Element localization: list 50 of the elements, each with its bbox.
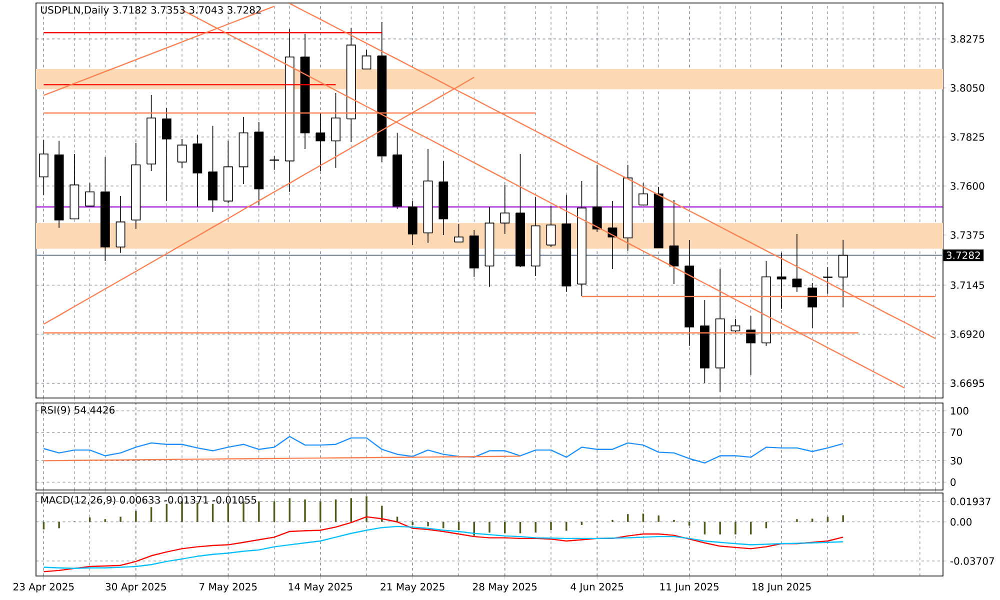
x-tick-label: 28 May 2025 bbox=[473, 582, 537, 592]
chart-title: RSI(9) 54.4426 bbox=[41, 406, 115, 415]
candlestick bbox=[822, 266, 832, 294]
x-tick-label: 21 May 2025 bbox=[380, 582, 444, 592]
candlestick bbox=[500, 184, 510, 234]
x-tick-label: 18 Jun 2025 bbox=[752, 582, 811, 592]
candlestick bbox=[454, 224, 464, 242]
candlestick bbox=[316, 112, 326, 172]
y-tick-label: 3.8275 bbox=[950, 35, 984, 43]
chart-title: MACD(12,26,9) 0.00633 -0.01371 -0.01055 bbox=[41, 496, 256, 505]
candlestick bbox=[746, 315, 756, 376]
candlestick bbox=[669, 200, 679, 284]
x-tick-label: 23 Apr 2025 bbox=[14, 582, 74, 592]
x-tick-label: 11 Jun 2025 bbox=[660, 582, 719, 592]
y-tick-label: 3.7145 bbox=[950, 281, 984, 289]
candlestick bbox=[362, 49, 372, 70]
chart-title: USDPLN,Daily 3.7182 3.7353 3.7043 3.7282 bbox=[41, 6, 261, 16]
y-tick-label: 70 bbox=[950, 428, 962, 436]
x-tick-label: 7 May 2025 bbox=[200, 582, 257, 592]
candlestick bbox=[730, 318, 740, 334]
y-tick-label: 0.00 bbox=[950, 518, 972, 526]
candlestick bbox=[177, 138, 187, 168]
candlestick bbox=[546, 206, 556, 248]
x-tick-label: 30 Apr 2025 bbox=[106, 582, 166, 592]
x-tick-label: 4 Jun 2025 bbox=[570, 582, 624, 592]
candlestick bbox=[331, 92, 340, 168]
y-tick-label: -0.03707 bbox=[950, 557, 994, 565]
y-tick-label: 0 bbox=[950, 478, 956, 486]
candlestick bbox=[838, 239, 848, 308]
y-tick-label: 0.01937 bbox=[950, 498, 990, 506]
y-tick-label: 30 bbox=[950, 456, 962, 465]
line-series bbox=[43, 516, 844, 572]
y-tick-label: 3.6695 bbox=[950, 379, 984, 387]
candlestick bbox=[776, 252, 786, 310]
y-tick-label: 3.7375 bbox=[950, 231, 984, 239]
candlestick bbox=[638, 182, 648, 206]
x-tick-label: 14 May 2025 bbox=[288, 582, 352, 592]
candlestick bbox=[808, 282, 818, 328]
y-tick-label: 3.7600 bbox=[950, 182, 984, 190]
candlestick bbox=[792, 234, 802, 292]
y-tick-label: 3.7825 bbox=[950, 133, 984, 141]
line-series bbox=[43, 436, 844, 464]
ref-line-label: 3.7282 bbox=[946, 252, 980, 260]
candlestick bbox=[162, 108, 172, 202]
y-tick-label: 100 bbox=[951, 407, 968, 415]
y-tick-label: 3.6920 bbox=[950, 330, 984, 338]
candlestick bbox=[592, 164, 602, 232]
y-tick-label: 3.8050 bbox=[950, 84, 984, 92]
candlestick bbox=[85, 182, 95, 206]
candlestick bbox=[38, 140, 48, 196]
